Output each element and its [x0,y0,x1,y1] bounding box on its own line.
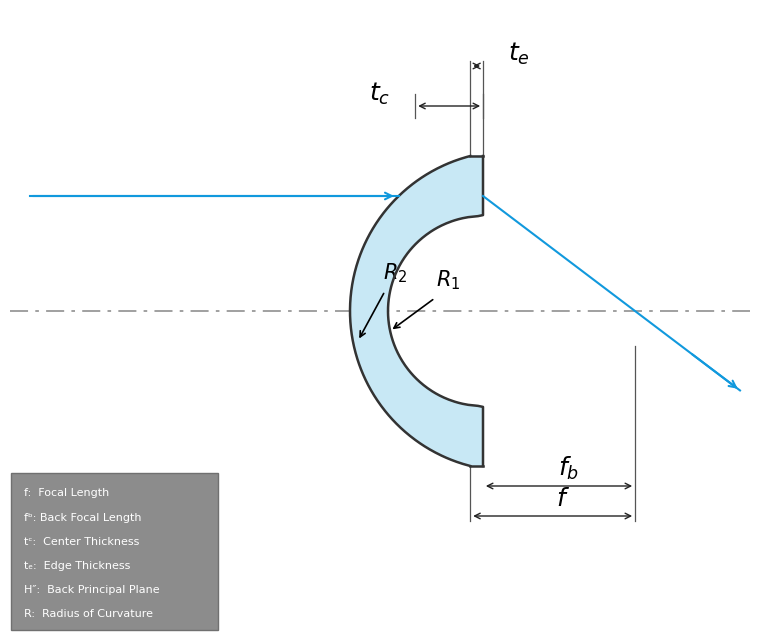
Text: $f_b$: $f_b$ [559,455,580,482]
Text: $t_e$: $t_e$ [508,41,530,67]
Text: H″:  Back Principal Plane: H″: Back Principal Plane [24,585,160,595]
Text: tₑ:  Edge Thickness: tₑ: Edge Thickness [24,561,130,571]
Text: f:  Focal Length: f: Focal Length [24,488,110,498]
Text: R:  Radius of Curvature: R: Radius of Curvature [24,610,153,619]
FancyBboxPatch shape [11,473,218,630]
Polygon shape [350,156,483,466]
Text: tᶜ:  Center Thickness: tᶜ: Center Thickness [24,537,139,547]
Text: $f$: $f$ [556,487,570,511]
Text: $t_c$: $t_c$ [369,81,390,107]
Text: $R_1$: $R_1$ [436,268,460,292]
Text: $R_2$: $R_2$ [383,261,407,285]
Text: fᵇ: Back Focal Length: fᵇ: Back Focal Length [24,513,142,522]
